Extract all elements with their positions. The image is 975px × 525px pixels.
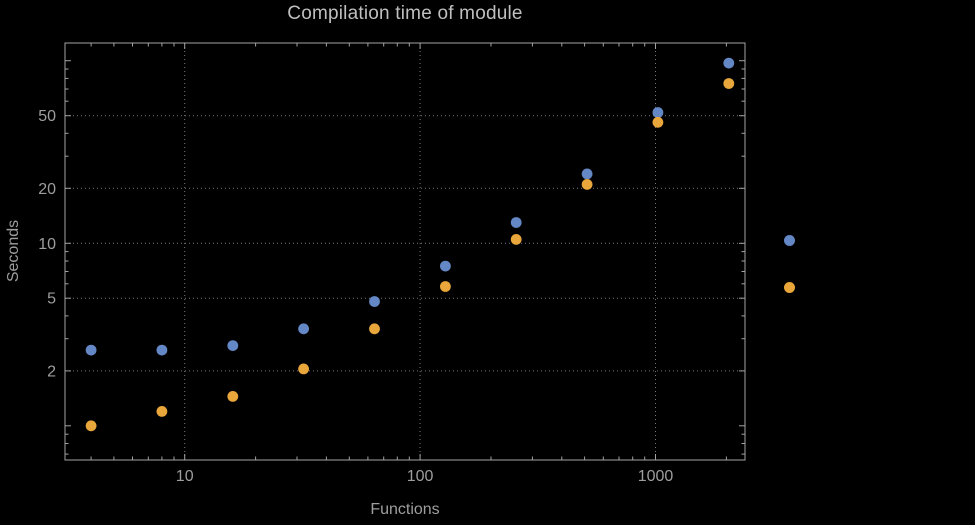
legend-marker-blue [784, 235, 795, 246]
data-point [652, 116, 664, 128]
data-point [581, 168, 593, 180]
y-tick-labels: 2 5 10 20 50 [38, 108, 56, 380]
x-tick-labels: 10 100 1000 [176, 468, 674, 485]
svg-text:20: 20 [38, 181, 56, 198]
data-point [723, 78, 735, 89]
data-point [156, 344, 168, 356]
y-axis-label: Seconds [5, 219, 22, 283]
data-point [227, 340, 239, 351]
data-point [510, 217, 522, 228]
data-point [440, 281, 451, 292]
data-point [510, 234, 522, 245]
data-point [369, 296, 380, 307]
chart-title: Compilation time of module [287, 3, 523, 24]
svg-text:1000: 1000 [638, 468, 674, 485]
plot-frame [64, 42, 746, 461]
axis-ticks [65, 43, 745, 460]
data-point [440, 260, 451, 272]
svg-text:100: 100 [407, 468, 434, 485]
data-point [581, 179, 593, 190]
svg-text:50: 50 [38, 108, 56, 125]
svg-text:10: 10 [38, 236, 56, 253]
data-point [298, 323, 309, 335]
svg-text:2: 2 [47, 363, 56, 380]
data-point [652, 107, 664, 118]
data-point [85, 344, 97, 356]
data-point [227, 391, 239, 402]
data-point [156, 406, 168, 417]
svg-text:10: 10 [176, 468, 194, 485]
series-2-orange-points [85, 78, 735, 432]
svg-text:5: 5 [47, 291, 56, 308]
data-point [298, 363, 309, 375]
data-point [723, 57, 735, 69]
series-1-blue-points [85, 57, 735, 356]
data-point [85, 420, 97, 432]
data-point [369, 323, 380, 335]
legend-marker-orange [784, 282, 795, 293]
gridlines [65, 43, 745, 460]
x-axis-label: Functions [370, 501, 440, 518]
